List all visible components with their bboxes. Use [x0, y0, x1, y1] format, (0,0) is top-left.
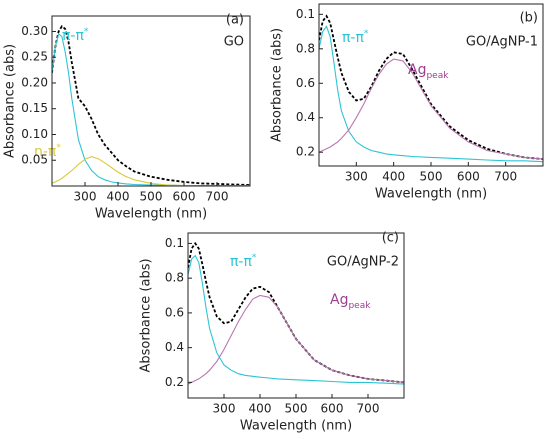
label-text: Ag — [408, 62, 426, 78]
y-axis-title: Absorbance (abs) — [139, 258, 154, 372]
label-text: π-π — [230, 254, 252, 270]
panel-label: (a) — [226, 13, 244, 28]
series-line — [52, 156, 250, 186]
y-tick-label: 0.8 — [165, 271, 184, 285]
series-line — [188, 294, 404, 385]
x-tick-label: 400 — [249, 402, 272, 416]
x-tick-label: 600 — [321, 402, 344, 416]
x-tick-label: 700 — [357, 402, 380, 416]
y-tick-label: 0.10 — [21, 127, 48, 141]
x-tick-label: 500 — [285, 402, 308, 416]
series-line — [52, 33, 250, 186]
y-tick-label: 0.4 — [165, 340, 184, 354]
label-sup: * — [84, 27, 89, 37]
series-label: n-π* — [34, 143, 61, 161]
x-tick-label: 300 — [213, 402, 236, 416]
x-tick-label: 400 — [382, 170, 405, 184]
series-label: Agpeak — [408, 62, 449, 81]
label-text: π-π — [342, 30, 364, 46]
x-tick-label: 500 — [140, 190, 163, 204]
panel-label: (b) — [520, 11, 538, 26]
y-tick-label: 0.20 — [21, 75, 48, 89]
series-label: π-π* — [342, 29, 369, 47]
label-text: π-π — [62, 28, 84, 44]
series-line — [319, 58, 543, 160]
x-tick-label: 700 — [494, 170, 517, 184]
y-tick-label: 0.15 — [21, 101, 48, 115]
x-axis-title: Wavelength (nm) — [240, 419, 352, 434]
y-tick-label: 0.05 — [21, 153, 48, 167]
y-tick-label: 0.6 — [296, 76, 315, 90]
panel-label: (c) — [382, 231, 399, 246]
label-sup: * — [56, 143, 61, 153]
x-tick-label: 300 — [345, 170, 368, 184]
y-tick-label: 0.25 — [21, 50, 48, 64]
y-tick-label: 0.1 — [165, 236, 184, 250]
plot-frame — [318, 3, 544, 167]
y-tick-label: 0.6 — [165, 305, 184, 319]
panel-title: GO/AgNP-2 — [327, 255, 399, 270]
label-sub: peak — [348, 301, 371, 311]
y-tick-label: 0.30 — [21, 24, 48, 38]
y-tick-label: 0.2 — [165, 375, 184, 389]
y-axis-title: Absorbance (abs) — [270, 28, 285, 142]
x-tick-label: 600 — [457, 170, 480, 184]
y-tick-label: 0.4 — [296, 110, 315, 124]
series-label: Agpeak — [330, 292, 371, 311]
label-sup: * — [252, 253, 257, 263]
x-axis-title: Wavelength (nm) — [95, 207, 207, 222]
series-label: π-π* — [62, 27, 89, 45]
y-axis-title: Absorbance (abs) — [3, 44, 18, 158]
series-line — [188, 254, 404, 385]
label-sup: * — [364, 29, 369, 39]
y-tick-label: 0.1 — [296, 7, 315, 21]
label-text: n-π — [34, 144, 57, 160]
label-text: Ag — [330, 292, 348, 308]
x-tick-label: 400 — [107, 190, 130, 204]
y-tick-label: 0.8 — [296, 41, 315, 55]
panel-title: GO/AgNP-1 — [466, 35, 538, 50]
label-sub: peak — [426, 71, 449, 81]
series-line — [319, 25, 543, 163]
series-label: π-π* — [230, 253, 257, 271]
y-tick-label: 0.2 — [296, 145, 315, 159]
x-tick-label: 700 — [206, 190, 229, 204]
x-tick-label: 500 — [420, 170, 443, 184]
x-axis-title: Wavelength (nm) — [375, 187, 487, 202]
x-tick-label: 600 — [173, 190, 196, 204]
x-tick-label: 300 — [74, 190, 97, 204]
series-line — [52, 24, 250, 186]
panel-title: GO — [224, 35, 244, 50]
series-line — [319, 14, 543, 160]
